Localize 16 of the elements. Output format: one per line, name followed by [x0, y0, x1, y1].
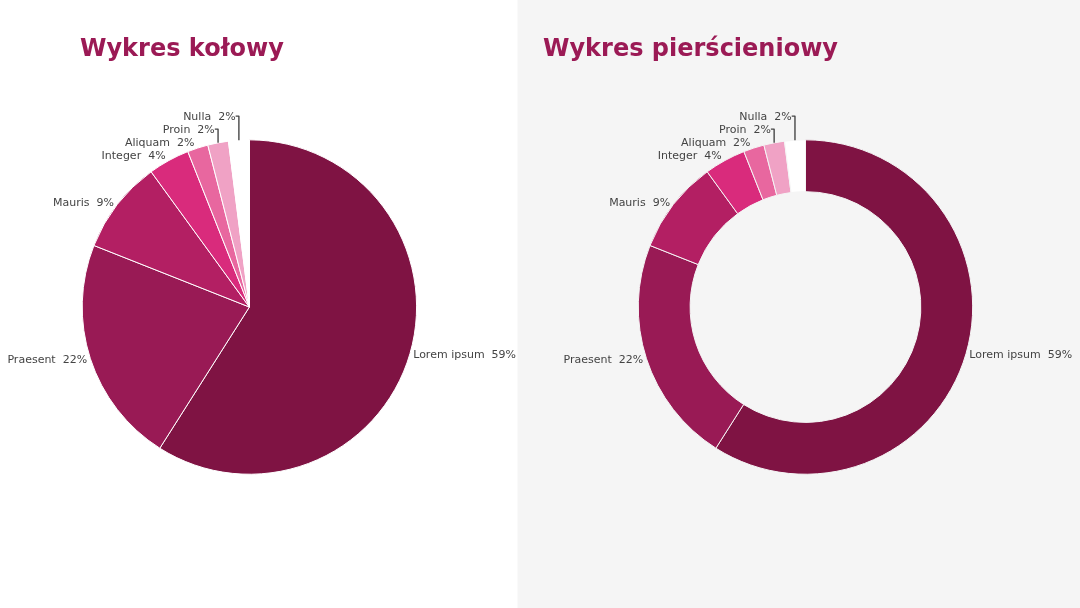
slice-label: Lorem ipsum 59%: [969, 347, 1073, 361]
slice-label: Integer 4%: [101, 149, 166, 163]
slice-label: Aliquam 2%: [681, 135, 751, 149]
slice-label: Integer 4%: [657, 149, 722, 163]
slice-label: Mauris 9%: [53, 195, 115, 209]
slice-label: Praesent 22%: [7, 352, 88, 366]
slice-label: Proin 2%: [718, 122, 771, 136]
chart-title: Wykres kołowy: [80, 34, 285, 62]
chart-title: Wykres pierścieniowy: [543, 34, 839, 62]
slice-label: Lorem ipsum 59%: [413, 347, 517, 361]
slice-label: Proin 2%: [162, 122, 215, 136]
slice-label: Praesent 22%: [563, 352, 644, 366]
slice-label: Nulla 2%: [183, 109, 236, 123]
slice-label: Nulla 2%: [739, 109, 792, 123]
slice-label: Mauris 9%: [609, 195, 671, 209]
slice-label: Aliquam 2%: [124, 135, 195, 149]
